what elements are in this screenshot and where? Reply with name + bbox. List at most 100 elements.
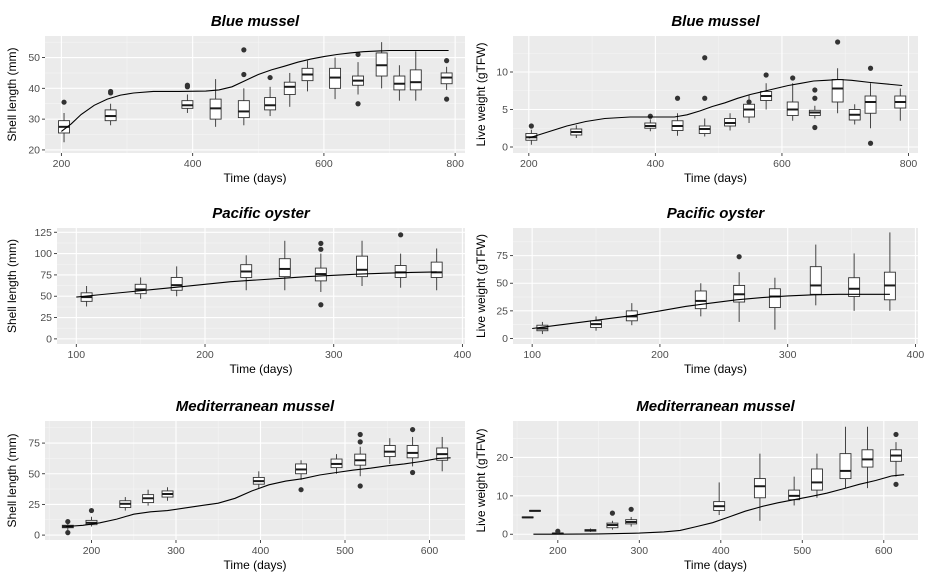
boxplot <box>393 65 406 101</box>
box-iqr <box>831 79 844 103</box>
y-tick-label: 50 <box>496 278 508 290</box>
y-tick-label: 25 <box>28 499 40 511</box>
x-tick-label: 200 <box>651 349 669 361</box>
panel-background <box>57 228 465 344</box>
outlier-point <box>528 123 534 129</box>
y-tick-label: 25 <box>40 312 52 324</box>
boxplot <box>625 506 638 527</box>
model-line <box>532 293 890 330</box>
outlier-point <box>398 232 404 238</box>
y-axis-label: Shell length (mm) <box>5 239 19 333</box>
box-iqr <box>283 81 296 95</box>
boxplot <box>237 47 250 126</box>
y-axis-label: Live weight (gTFW) <box>474 428 488 532</box>
box-iqr <box>278 258 291 278</box>
outlier-point <box>628 506 634 512</box>
boxplot <box>436 436 449 472</box>
boxplot <box>671 95 684 136</box>
x-tick-label: 400 <box>647 158 665 170</box>
outlier-point <box>812 87 818 93</box>
y-tick-label: 0 <box>502 333 508 345</box>
boxplot <box>104 88 117 126</box>
x-tick-label: 400 <box>712 545 730 557</box>
x-tick-label: 300 <box>167 545 185 557</box>
panel-mediterranean-mussel-length: 200 300 400 500 600 0 25 50 75 Mediterranean muss… <box>5 398 465 572</box>
y-tick-label: 0 <box>34 530 40 542</box>
boxplot <box>181 82 194 113</box>
boxplot <box>788 476 801 506</box>
boxplot <box>521 516 534 519</box>
panel-pacific-oyster-length: 100 200 300 400 0 25 50 75 100 125 Pacific oyster T… <box>5 205 471 376</box>
x-tick-label: 400 <box>454 349 472 361</box>
y-tick-label: 0 <box>502 142 508 154</box>
x-tick-label: 100 <box>68 349 86 361</box>
y-tick-label: 30 <box>28 114 40 126</box>
y-tick-label: 75 <box>28 438 40 450</box>
box-iqr <box>848 277 861 297</box>
outlier-point <box>241 47 247 53</box>
x-tick-label: 400 <box>184 158 202 170</box>
boxplot <box>808 87 821 131</box>
boxplot <box>264 74 277 117</box>
x-axis-label: Time (days) <box>684 362 747 376</box>
outlier-point <box>410 426 416 433</box>
boxplot <box>170 266 183 297</box>
y-tick-label: 50 <box>40 291 52 303</box>
outlier-point <box>812 95 818 101</box>
y-tick-label: 50 <box>28 468 40 480</box>
panel-pacific-oyster-weight: 100 200 300 400 0 25 50 75 Pacific oyster Time (d… <box>474 205 924 376</box>
outlier-point <box>702 95 708 101</box>
panel-mediterranean-mussel-weight: 200 300 400 500 600 0 10 20 Mediterranean mussel… <box>474 398 918 572</box>
boxplot <box>760 72 773 110</box>
outlier-point <box>893 431 899 438</box>
outlier-point <box>108 88 114 95</box>
box-iqr <box>753 478 766 499</box>
y-tick-label: 25 <box>496 305 508 317</box>
boxplot <box>85 507 98 527</box>
boxplot <box>119 497 132 511</box>
outlier-point <box>736 254 742 260</box>
outlier-point <box>893 481 899 487</box>
boxplot <box>209 79 222 127</box>
model-line <box>61 49 449 132</box>
boxplot <box>753 453 766 521</box>
boxplot <box>861 426 874 489</box>
boxplot <box>252 471 265 489</box>
boxplot <box>848 104 861 125</box>
outlier-point <box>65 530 71 536</box>
y-tick-label: 10 <box>496 67 508 79</box>
x-tick-label: 100 <box>523 349 541 361</box>
box-iqr <box>839 453 852 480</box>
x-tick-label: 300 <box>779 349 797 361</box>
box-iqr <box>768 288 781 308</box>
boxplot <box>890 431 902 487</box>
chart-title: Blue mussel <box>211 13 300 30</box>
model-line <box>533 474 905 535</box>
outlier-point <box>357 431 363 438</box>
y-axis-label: Shell length (mm) <box>5 47 19 141</box>
boxplot <box>329 57 342 100</box>
boxplot <box>831 39 844 114</box>
outlier-point <box>746 99 752 105</box>
boxplot <box>80 286 93 307</box>
boxplot <box>161 487 174 501</box>
x-axis-label: Time (days) <box>684 558 747 572</box>
outlier-point <box>702 55 708 61</box>
y-tick-label: 50 <box>28 52 40 64</box>
x-tick-label: 600 <box>315 158 333 170</box>
y-tick-label: 5 <box>502 104 508 116</box>
boxplot <box>864 65 877 146</box>
outlier-point <box>88 507 95 514</box>
x-tick-label: 200 <box>53 158 71 170</box>
boxplot <box>743 94 755 123</box>
outlier-point <box>184 82 191 88</box>
boxplot <box>839 426 852 489</box>
y-tick-label: 20 <box>28 144 40 156</box>
outlier-point <box>61 99 67 105</box>
boxplot <box>440 58 453 102</box>
chart-title: Blue mussel <box>671 13 760 30</box>
x-tick-label: 200 <box>83 545 101 557</box>
model-line <box>528 78 903 139</box>
boxplot <box>883 232 896 311</box>
